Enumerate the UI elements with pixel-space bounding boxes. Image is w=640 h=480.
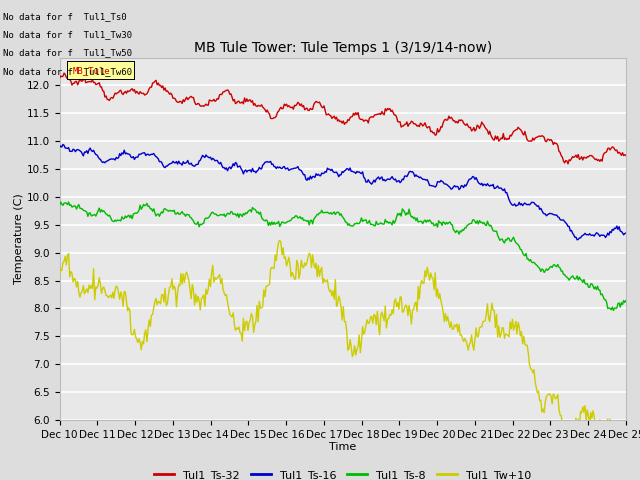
Y-axis label: Temperature (C): Temperature (C) [14,193,24,284]
Text: No data for f  Tul1_Tw30: No data for f Tul1_Tw30 [3,30,132,39]
Text: No data for f  Tul1_Ts0: No data for f Tul1_Ts0 [3,12,127,21]
Text: No data for f  Tul1_Tw50: No data for f Tul1_Tw50 [3,48,132,58]
Title: MB Tule Tower: Tule Temps 1 (3/19/14-now): MB Tule Tower: Tule Temps 1 (3/19/14-now… [193,41,492,55]
X-axis label: Time: Time [329,443,356,453]
Legend: Tul1_Ts-32, Tul1_Ts-16, Tul1_Ts-8, Tul1_Tw+10: Tul1_Ts-32, Tul1_Ts-16, Tul1_Ts-8, Tul1_… [150,466,536,480]
Text: MB_Tule: MB_Tule [72,67,110,75]
Text: No data for f  Tul1_Tw60: No data for f Tul1_Tw60 [3,67,132,76]
